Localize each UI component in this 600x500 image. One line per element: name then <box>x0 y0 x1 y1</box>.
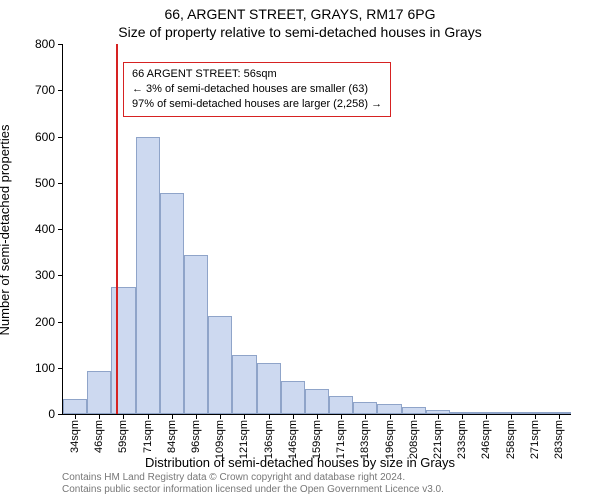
ytick <box>58 322 63 323</box>
ytick-label: 100 <box>35 361 55 375</box>
xtick-label: 159sqm <box>311 420 323 459</box>
histogram-bar <box>208 316 232 414</box>
xtick-label: 246sqm <box>480 420 492 459</box>
histogram-bar <box>63 399 87 414</box>
ytick-label: 700 <box>35 83 55 97</box>
xtick-label: 208sqm <box>408 420 420 459</box>
info-box: 66 ARGENT STREET: 56sqm ← 3% of semi-det… <box>123 62 391 117</box>
xtick <box>365 414 366 419</box>
marker-line <box>116 44 118 414</box>
title-line-2: Size of property relative to semi-detach… <box>0 24 600 40</box>
xtick-label: 84sqm <box>166 420 178 453</box>
histogram-bar <box>353 402 377 414</box>
ytick <box>58 229 63 230</box>
xtick-label: 96sqm <box>190 420 202 453</box>
footer-line-2: Contains public sector information licen… <box>62 484 444 496</box>
xtick <box>535 414 536 419</box>
xtick-label: 59sqm <box>117 420 129 453</box>
chart-container: 66, ARGENT STREET, GRAYS, RM17 6PG Size … <box>0 0 600 500</box>
ytick-label: 600 <box>35 130 55 144</box>
ytick-label: 500 <box>35 176 55 190</box>
y-axis-label: Number of semi-detached properties <box>0 125 12 336</box>
histogram-bar <box>184 255 208 414</box>
xtick <box>196 414 197 419</box>
histogram-bar <box>232 355 256 414</box>
histogram-bar <box>87 371 111 414</box>
xtick <box>123 414 124 419</box>
xtick <box>414 414 415 419</box>
xtick <box>99 414 100 419</box>
ytick <box>58 137 63 138</box>
histogram-bar <box>160 193 184 414</box>
xtick-label: 34sqm <box>69 420 81 453</box>
xtick <box>486 414 487 419</box>
title-line-1: 66, ARGENT STREET, GRAYS, RM17 6PG <box>0 6 600 22</box>
xtick-label: 171sqm <box>335 420 347 459</box>
ytick <box>58 368 63 369</box>
xtick-label: 146sqm <box>287 420 299 459</box>
xtick <box>438 414 439 419</box>
xtick-label: 258sqm <box>505 420 517 459</box>
histogram-bar <box>377 404 401 414</box>
xtick <box>75 414 76 419</box>
info-line-1: 66 ARGENT STREET: 56sqm <box>132 67 382 82</box>
chart-area: 010020030040050060070080034sqm46sqm59sqm… <box>62 44 571 415</box>
xtick <box>269 414 270 419</box>
histogram-bar <box>136 137 160 414</box>
footer-line-1: Contains HM Land Registry data © Crown c… <box>62 472 444 484</box>
footer-text: Contains HM Land Registry data © Crown c… <box>62 472 444 496</box>
ytick-label: 400 <box>35 222 55 236</box>
xtick-label: 271sqm <box>529 420 541 459</box>
ytick <box>58 275 63 276</box>
histogram-bar <box>329 396 353 414</box>
xtick <box>244 414 245 419</box>
xtick-label: 233sqm <box>456 420 468 459</box>
xtick <box>148 414 149 419</box>
xtick-label: 183sqm <box>359 420 371 459</box>
xtick-label: 46sqm <box>93 420 105 453</box>
xtick-label: 136sqm <box>263 420 275 459</box>
xtick-label: 283sqm <box>553 420 565 459</box>
ytick <box>58 44 63 45</box>
xtick-label: 121sqm <box>238 420 250 459</box>
histogram-bar <box>402 407 426 414</box>
xtick-label: 109sqm <box>214 420 226 459</box>
ytick-label: 0 <box>48 407 55 421</box>
ytick-label: 800 <box>35 37 55 51</box>
histogram-bar <box>281 381 305 414</box>
xtick-label: 71sqm <box>142 420 154 453</box>
xtick <box>559 414 560 419</box>
xtick <box>462 414 463 419</box>
xtick <box>220 414 221 419</box>
histogram-bar <box>305 389 329 414</box>
ytick <box>58 183 63 184</box>
info-line-3: 97% of semi-detached houses are larger (… <box>132 97 382 112</box>
histogram-bar <box>111 287 135 414</box>
histogram-bar <box>257 363 281 414</box>
xtick <box>511 414 512 419</box>
xtick-label: 196sqm <box>384 420 396 459</box>
x-axis-label: Distribution of semi-detached houses by … <box>0 455 600 470</box>
ytick-label: 200 <box>35 315 55 329</box>
info-line-2: ← 3% of semi-detached houses are smaller… <box>132 82 382 97</box>
xtick <box>317 414 318 419</box>
xtick <box>172 414 173 419</box>
xtick <box>341 414 342 419</box>
xtick <box>293 414 294 419</box>
ytick-label: 300 <box>35 268 55 282</box>
xtick <box>390 414 391 419</box>
ytick <box>58 90 63 91</box>
xtick-label: 221sqm <box>432 420 444 459</box>
ytick <box>58 414 63 415</box>
